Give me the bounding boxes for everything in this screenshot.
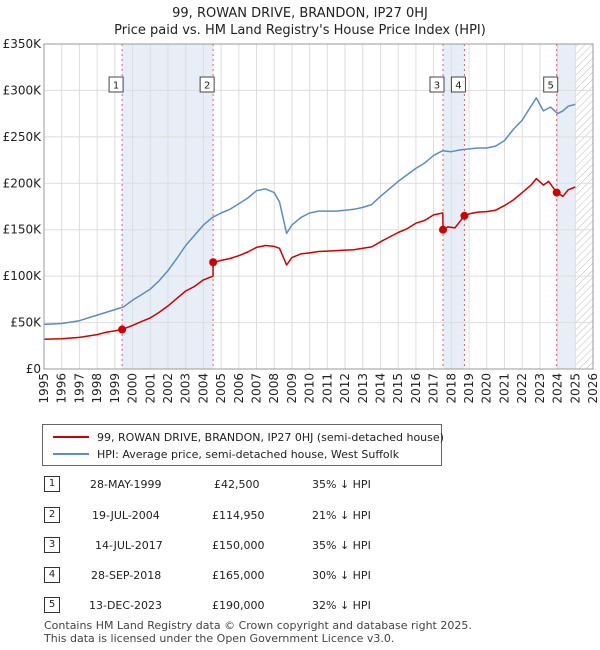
sale-number-label: 5 bbox=[548, 81, 554, 92]
sale-number-box bbox=[543, 76, 559, 93]
sale-number-label: 1 bbox=[113, 81, 119, 92]
transaction-hpi-diff: 30% ↓ HPI bbox=[312, 569, 371, 582]
x-tick-label: 2001 bbox=[143, 373, 157, 404]
y-tick-label: £300K bbox=[3, 83, 43, 97]
hpi-line bbox=[43, 97, 576, 326]
y-tick-label: £150K bbox=[3, 223, 43, 237]
transaction-price: £190,000 bbox=[212, 599, 265, 612]
sale-number-box bbox=[199, 76, 215, 93]
x-tick-label: 2021 bbox=[497, 373, 511, 404]
x-tick-label: 2003 bbox=[179, 373, 193, 404]
table-row: 3 14-JUL-2017 £150,000 35% ↓ HPI bbox=[0, 537, 600, 555]
chart-title: 99, ROWAN DRIVE, BRANDON, IP27 0HJ bbox=[172, 6, 428, 21]
x-tick-label: 2017 bbox=[427, 373, 441, 404]
transaction-date: 28-SEP-2018 bbox=[91, 569, 162, 582]
transaction-hpi-diff: 35% ↓ HPI bbox=[312, 478, 371, 491]
plot-frame bbox=[43, 43, 594, 370]
x-tick-label: 2024 bbox=[551, 373, 565, 404]
legend-item-property: 99, ROWAN DRIVE, BRANDON, IP27 0HJ (semi… bbox=[53, 429, 444, 445]
transaction-date: 19-JUL-2004 bbox=[92, 509, 160, 522]
footer-copyright: Contains HM Land Registry data © Crown c… bbox=[44, 619, 472, 632]
property-price-line bbox=[43, 177, 576, 341]
x-tick-label: 1999 bbox=[108, 373, 122, 404]
transaction-date: 14-JUL-2017 bbox=[95, 539, 163, 552]
sale-number-box bbox=[450, 76, 466, 93]
x-tick-label: 2020 bbox=[480, 373, 494, 404]
x-tick-label: 1998 bbox=[90, 373, 104, 404]
x-tick-label: 2010 bbox=[303, 373, 317, 404]
transaction-number: 3 bbox=[44, 537, 60, 553]
transaction-hpi-diff: 21% ↓ HPI bbox=[312, 509, 371, 522]
transaction-price: £150,000 bbox=[212, 539, 265, 552]
x-tick-label: 2025 bbox=[568, 373, 582, 404]
shaded-ownership-span bbox=[442, 44, 465, 369]
price-chart: 1 2 3 4 5 £0 £50K £100K £150K £200K £250K £300K £35… bbox=[3, 37, 600, 404]
x-tick-label: 2004 bbox=[196, 373, 210, 404]
transaction-number: 4 bbox=[44, 567, 60, 583]
y-tick-label: £100K bbox=[3, 269, 43, 283]
x-tick-label: 2008 bbox=[267, 373, 281, 404]
transaction-date: 13-DEC-2023 bbox=[89, 599, 163, 612]
sale-number-label: 2 bbox=[204, 81, 210, 92]
transaction-price: £42,500 bbox=[214, 478, 260, 491]
sale-point bbox=[209, 258, 218, 267]
x-tick-label: 2012 bbox=[338, 373, 352, 404]
x-tick-label: 1995 bbox=[37, 373, 51, 404]
x-tick-label: 2023 bbox=[533, 373, 547, 404]
table-row: 5 13-DEC-2023 £190,000 32% ↓ HPI bbox=[0, 597, 600, 615]
y-tick-label: £200K bbox=[3, 176, 43, 190]
sale-number-box bbox=[429, 76, 445, 93]
footer-license: This data is licensed under the Open Gov… bbox=[44, 632, 395, 645]
x-tick-label: 2007 bbox=[250, 373, 264, 404]
x-tick-label: 2005 bbox=[214, 373, 228, 404]
sale-point bbox=[438, 225, 447, 234]
y-tick-label: £250K bbox=[3, 130, 43, 144]
x-tick-label: 2002 bbox=[161, 373, 175, 404]
x-tick-label: 2006 bbox=[232, 373, 246, 404]
sale-number-label: 3 bbox=[434, 81, 440, 92]
sale-point bbox=[118, 325, 127, 334]
transaction-number: 5 bbox=[44, 597, 60, 613]
x-tick-label: 2022 bbox=[515, 373, 529, 404]
x-tick-label: 2011 bbox=[320, 373, 334, 404]
legend-item-hpi: HPI: Average price, semi-detached house,… bbox=[53, 446, 399, 462]
transaction-price: £114,950 bbox=[212, 509, 265, 522]
transaction-date: 28-MAY-1999 bbox=[90, 478, 162, 491]
x-tick-label: 1997 bbox=[72, 373, 86, 404]
sale-point bbox=[552, 188, 561, 197]
chart-legend: 99, ROWAN DRIVE, BRANDON, IP27 0HJ (semi… bbox=[42, 424, 444, 466]
sale-point bbox=[460, 211, 469, 220]
shaded-ownership-span bbox=[556, 44, 576, 369]
chart-subtitle: Price paid vs. HM Land Registry's House … bbox=[114, 23, 486, 38]
y-tick-label: £0 bbox=[26, 362, 41, 376]
transaction-hpi-diff: 35% ↓ HPI bbox=[312, 539, 371, 552]
y-tick-label: £50K bbox=[10, 316, 42, 330]
x-tick-label: 2016 bbox=[409, 373, 423, 404]
transaction-hpi-diff: 32% ↓ HPI bbox=[312, 599, 371, 612]
transaction-price: £165,000 bbox=[212, 569, 265, 582]
legend-swatch-property bbox=[53, 436, 89, 438]
x-tick-label: 2026 bbox=[586, 373, 600, 404]
x-tick-label: 2013 bbox=[356, 373, 370, 404]
x-tick-label: 2014 bbox=[373, 373, 387, 404]
transaction-number: 2 bbox=[44, 507, 60, 523]
legend-label-property: 99, ROWAN DRIVE, BRANDON, IP27 0HJ (semi… bbox=[97, 430, 444, 444]
x-tick-label: 2000 bbox=[126, 373, 140, 404]
x-tick-label: 2018 bbox=[444, 373, 458, 404]
forecast-hatch bbox=[575, 44, 593, 369]
x-tick-label: 1996 bbox=[55, 373, 69, 404]
table-row: 1 28-MAY-1999 £42,500 35% ↓ HPI bbox=[0, 476, 600, 494]
y-tick-label: £350K bbox=[3, 37, 43, 51]
sale-number-label: 4 bbox=[455, 81, 461, 92]
legend-label-hpi: HPI: Average price, semi-detached house,… bbox=[97, 447, 400, 461]
x-tick-label: 2019 bbox=[462, 373, 476, 404]
transaction-number: 1 bbox=[44, 476, 60, 492]
table-row: 4 28-SEP-2018 £165,000 30% ↓ HPI bbox=[0, 567, 600, 585]
legend-swatch-hpi bbox=[53, 453, 89, 455]
sale-number-box bbox=[108, 76, 124, 93]
x-tick-label: 2015 bbox=[391, 373, 405, 404]
footer-attribution: Contains HM Land Registry data © Crown c… bbox=[44, 619, 472, 645]
x-tick-label: 2009 bbox=[285, 373, 299, 404]
table-row: 2 19-JUL-2004 £114,950 21% ↓ HPI bbox=[0, 507, 600, 525]
